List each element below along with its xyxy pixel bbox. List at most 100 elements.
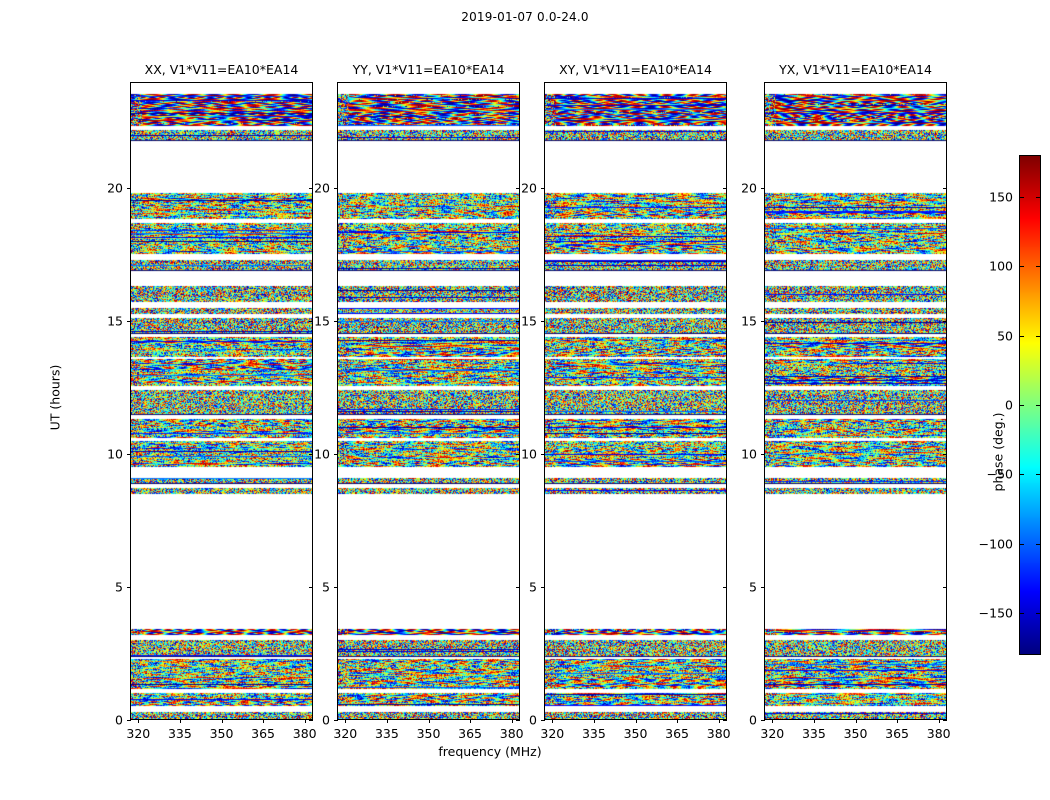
- y-tickmark-right: [723, 188, 727, 190]
- y-tickmark: [541, 188, 545, 190]
- y-tickmark: [334, 720, 338, 721]
- x-tick-label: 320: [126, 726, 151, 741]
- x-tick-label: 380: [706, 726, 731, 741]
- x-tick-label: 320: [333, 726, 358, 741]
- y-tickmark: [541, 720, 545, 721]
- colorbar-tickmark: [1019, 613, 1024, 615]
- x-tick-label: 350: [843, 726, 868, 741]
- x-tick-label: 365: [665, 726, 690, 741]
- y-tick-label: 20: [741, 180, 757, 196]
- colorbar-tickmark: [1019, 266, 1024, 268]
- x-tick-label: 365: [458, 726, 483, 741]
- y-tickmark-right: [943, 188, 947, 190]
- x-tickmark: [635, 719, 637, 723]
- y-tick-label: 0: [749, 712, 757, 728]
- colorbar-tickmark-right: [1036, 543, 1041, 545]
- x-tick-label: 365: [251, 726, 276, 741]
- y-tick-label: 20: [314, 180, 330, 196]
- y-tick-label: 5: [749, 579, 757, 595]
- panel-title-yx: YX, V1*V11=EA10*EA14: [779, 62, 932, 77]
- y-tickmark: [541, 587, 545, 589]
- x-tickmark: [386, 719, 388, 723]
- y-tickmark: [334, 188, 338, 190]
- x-tick-label: 350: [209, 726, 234, 741]
- y-tick-label: 20: [521, 180, 537, 196]
- x-tickmark: [813, 719, 815, 723]
- colorbar-tickmark: [1019, 474, 1024, 476]
- colorbar-gradient: [1020, 156, 1040, 654]
- y-tickmark: [127, 454, 131, 456]
- plot-area-yy: [337, 82, 520, 720]
- y-tickmark-right: [943, 454, 947, 456]
- panel-xy: XY, V1*V11=EA10*EA14 320 335 350 365 380 0 5 10 1…: [521, 62, 731, 741]
- panel-xx: XX, V1*V11=EA10*EA14 320 335 350 365 380 0 5 10 1…: [107, 62, 317, 741]
- panel-yy: YY, V1*V11=EA10*EA14 320 335 350 365 380 0 5 10 1…: [314, 62, 524, 741]
- y-tickmark-right: [943, 587, 947, 589]
- panel-title-yy: YY, V1*V11=EA10*EA14: [352, 62, 505, 77]
- colorbar-tickmark-right: [1036, 613, 1041, 615]
- y-tick-label: 15: [314, 313, 330, 329]
- x-tick-label: 365: [885, 726, 910, 741]
- y-tickmark-right: [723, 587, 727, 589]
- colorbar-tick-label: 100: [989, 258, 1013, 274]
- y-tickmark: [761, 454, 765, 456]
- y-tickmark-right: [516, 720, 520, 721]
- colorbar-tickmark-right: [1036, 335, 1041, 337]
- x-tickmark: [593, 719, 595, 723]
- y-tickmark-right: [516, 321, 520, 323]
- y-tick-label: 15: [741, 313, 757, 329]
- panel-title-xx: XX, V1*V11=EA10*EA14: [144, 62, 299, 77]
- colorbar-tickmark: [1019, 543, 1024, 545]
- x-tick-label: 335: [374, 726, 399, 741]
- colorbar-tickmark: [1019, 405, 1024, 406]
- y-tickmark-right: [309, 321, 313, 323]
- colorbar-tick-label: −50: [986, 466, 1013, 482]
- y-tick-label: 20: [107, 180, 123, 196]
- y-tickmark-right: [309, 454, 313, 456]
- x-tick-label: 335: [167, 726, 192, 741]
- y-tick-label: 15: [107, 313, 123, 329]
- y-tick-label: 5: [529, 579, 537, 595]
- y-tickmark: [334, 454, 338, 456]
- y-tickmark-right: [516, 587, 520, 589]
- x-tick-label: 380: [292, 726, 317, 741]
- y-tickmark: [761, 720, 765, 721]
- y-tick-label: 5: [115, 579, 123, 595]
- x-tick-label: 350: [623, 726, 648, 741]
- colorbar-tickmark-right: [1036, 266, 1041, 268]
- colorbar-tickmark: [1019, 196, 1024, 198]
- x-axis-label: frequency (MHz): [438, 744, 542, 759]
- y-tickmark: [541, 321, 545, 323]
- colorbar-tick-label: 50: [997, 328, 1013, 344]
- y-tickmark-right: [309, 188, 313, 190]
- y-tick-label: 10: [741, 446, 757, 462]
- y-tickmark: [334, 587, 338, 589]
- y-tick-label: 5: [322, 579, 330, 595]
- x-tickmark: [179, 719, 181, 723]
- colorbar-label: phase (deg.): [990, 412, 1006, 492]
- waterfall-image-xy: [545, 83, 726, 719]
- y-tickmark-right: [309, 587, 313, 589]
- y-tick-label: 10: [107, 446, 123, 462]
- y-tickmark-right: [723, 454, 727, 456]
- waterfall-image-xx: [131, 83, 312, 719]
- x-tick-label: 335: [581, 726, 606, 741]
- x-tickmark: [345, 719, 347, 723]
- y-tickmark: [127, 188, 131, 190]
- x-tickmark: [677, 719, 679, 723]
- y-tick-label: 15: [521, 313, 537, 329]
- y-tick-label: 0: [529, 712, 537, 728]
- x-tickmark: [897, 719, 899, 723]
- x-tickmark: [772, 719, 774, 723]
- y-tickmark: [761, 321, 765, 323]
- y-tickmark: [541, 454, 545, 456]
- x-tickmark: [428, 719, 430, 723]
- x-tickmark: [470, 719, 472, 723]
- colorbar-tick-label: 0: [1005, 397, 1013, 413]
- y-tickmark: [761, 188, 765, 190]
- x-tickmark: [263, 719, 265, 723]
- colorbar-tick-label: 150: [989, 189, 1013, 205]
- x-tickmark: [718, 719, 720, 723]
- y-axis-label: UT (hours): [47, 364, 63, 431]
